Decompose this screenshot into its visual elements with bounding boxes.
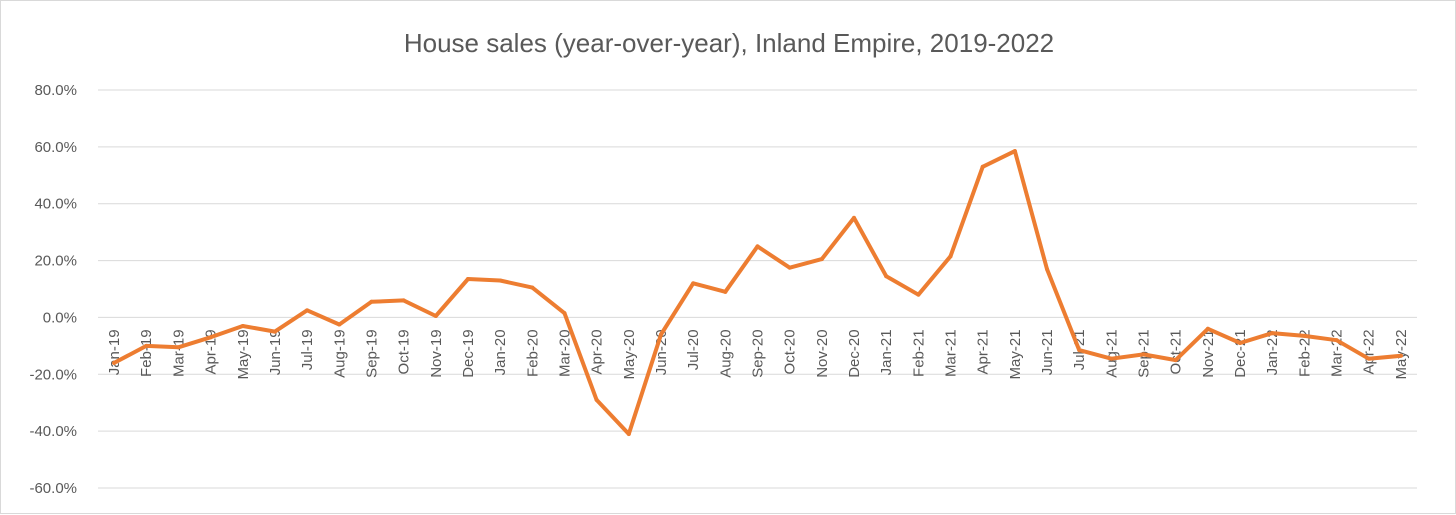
x-tick-label: Nov-19 [428, 329, 445, 377]
data-point [819, 257, 824, 262]
y-tick-label: 20.0% [34, 253, 77, 270]
x-tick-label: Feb-20 [524, 329, 541, 377]
x-tick-label: Jul-20 [685, 329, 702, 370]
x-tick-label: Dec-20 [846, 329, 863, 377]
x-tick-label: Apr-19 [203, 329, 220, 374]
data-point [530, 285, 535, 290]
x-tick-label: May-19 [235, 329, 252, 379]
data-point [787, 265, 792, 270]
data-point [1173, 358, 1178, 363]
data-point [144, 343, 149, 348]
x-tick-label: Jan-20 [492, 329, 509, 375]
x-tick-label: Mar-20 [556, 329, 573, 377]
data-point [723, 289, 728, 294]
data-point [465, 277, 470, 282]
data-point [916, 292, 921, 297]
y-tick-label: -60.0% [29, 480, 77, 497]
y-tick-label: 60.0% [34, 139, 77, 156]
data-point [1334, 338, 1339, 343]
x-tick-label: Jan-19 [106, 329, 123, 375]
data-point [1366, 356, 1371, 361]
x-tick-label: Apr-21 [975, 329, 992, 374]
y-tick-label: -40.0% [29, 423, 77, 440]
data-point [594, 397, 599, 402]
data-point [1205, 326, 1210, 331]
x-tick-label: Aug-20 [717, 329, 734, 377]
x-tick-label: Apr-22 [1361, 329, 1378, 374]
data-point [1398, 353, 1403, 358]
x-tick-label: Oct-20 [782, 329, 799, 374]
data-point [1077, 348, 1082, 353]
data-point [658, 332, 663, 337]
data-point [433, 314, 438, 319]
x-tick-label: Jan-21 [878, 329, 895, 375]
series-group [112, 149, 1403, 436]
x-tick-label: May-21 [1007, 329, 1024, 379]
data-point [1270, 331, 1275, 336]
data-point [498, 278, 503, 283]
data-point [562, 311, 567, 316]
data-point [240, 323, 245, 328]
data-point [337, 322, 342, 327]
x-tick-label: Sep-20 [750, 329, 767, 377]
x-tick-label: Jan-22 [1264, 329, 1281, 375]
x-tick-label: Oct-19 [396, 329, 413, 374]
data-point [1045, 267, 1050, 272]
x-tick-label: Nov-21 [1200, 329, 1217, 377]
x-axis-labels: Jan-19 Feb-19 Mar-19 Apr-19 May-19 Jun-19 Jul-… [106, 329, 1410, 379]
y-tick-label: 0.0% [43, 309, 77, 326]
data-point [948, 254, 953, 259]
data-point [884, 274, 889, 279]
x-tick-label: Nov-20 [814, 329, 831, 377]
y-axis-labels: 80.0% 60.0% 40.0% 20.0% 0.0% -20.0% -40.0% -60.… [29, 82, 77, 497]
x-tick-label: Jun-19 [267, 329, 284, 375]
data-point [401, 298, 406, 303]
x-tick-label: Aug-19 [331, 329, 348, 377]
y-tick-label: 40.0% [34, 196, 77, 213]
x-tick-label: Apr-20 [589, 329, 606, 374]
x-tick-label: Feb-21 [910, 329, 927, 377]
data-point [1302, 333, 1307, 338]
x-tick-label: Feb-19 [138, 329, 155, 377]
chart-title: House sales (year-over-year), Inland Emp… [404, 28, 1054, 58]
y-tick-label: 80.0% [34, 82, 77, 99]
x-tick-label: Dec-21 [1232, 329, 1249, 377]
gridlines [98, 89, 1417, 489]
x-tick-label: Mar-21 [943, 329, 960, 377]
x-tick-label: Feb-22 [1296, 329, 1313, 377]
data-point [1141, 352, 1146, 357]
data-point [852, 215, 857, 220]
series-line [112, 149, 1403, 436]
data-point [305, 308, 310, 313]
data-point [1238, 341, 1243, 346]
data-point [626, 431, 631, 436]
x-tick-label: Aug-21 [1103, 329, 1120, 377]
data-point [1012, 149, 1017, 154]
data-point [755, 244, 760, 249]
x-tick-label: Jul-19 [299, 329, 316, 370]
data-point [112, 360, 117, 365]
data-point [272, 329, 277, 334]
x-tick-label: Jun-21 [1039, 329, 1056, 375]
data-point [176, 345, 181, 350]
data-point [208, 335, 213, 340]
data-point [691, 281, 696, 286]
y-tick-label: -20.0% [29, 366, 77, 383]
data-point [980, 164, 985, 169]
x-tick-label: Dec-19 [460, 329, 477, 377]
data-point [1109, 356, 1114, 361]
data-point [369, 299, 374, 304]
x-tick-label: Oct-21 [1168, 329, 1185, 374]
x-tick-label: Mar-19 [170, 329, 187, 377]
x-tick-label: May-20 [621, 329, 638, 379]
x-tick-label: Mar-22 [1329, 329, 1346, 377]
x-tick-label: Sep-19 [363, 329, 380, 377]
